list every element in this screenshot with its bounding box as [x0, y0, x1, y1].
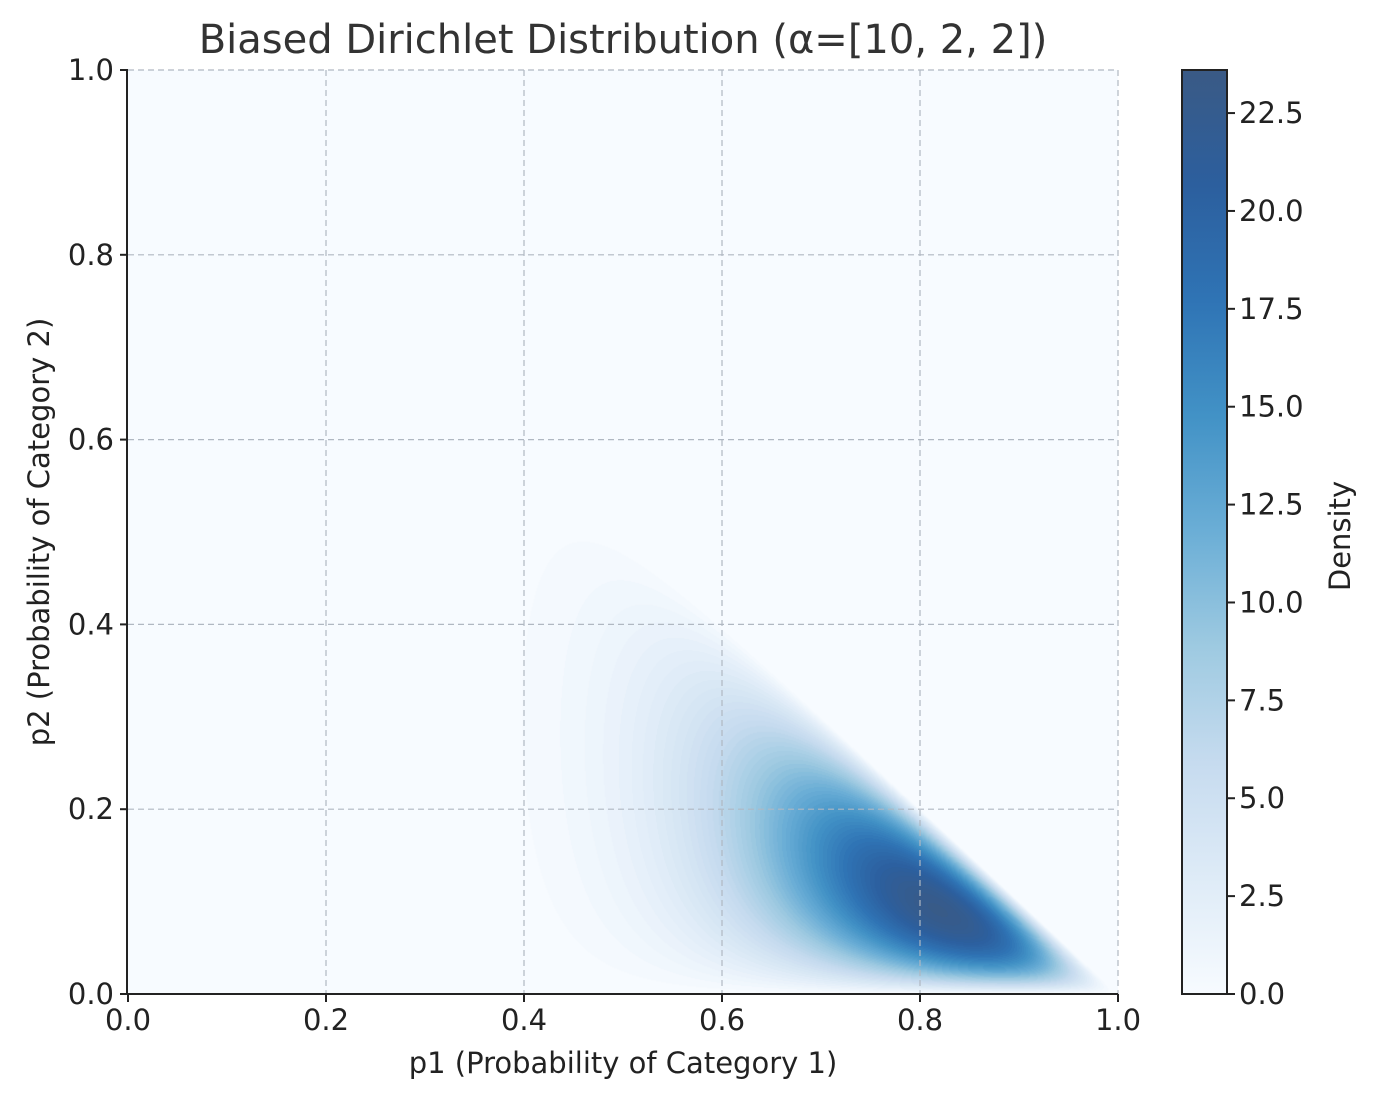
colorbar-tick-label: 5.0: [1239, 781, 1285, 815]
x-tick-label: 0.6: [699, 1003, 745, 1037]
x-tick-label: 0.8: [897, 1003, 943, 1037]
colorbar: [1181, 69, 1228, 995]
colorbar-tick-label: 22.5: [1239, 96, 1304, 130]
colorbar-tick-label: 10.0: [1239, 585, 1304, 619]
y-tick-label: 0.4: [68, 607, 114, 641]
colorbar-tick-label: 7.5: [1239, 683, 1285, 717]
y-tick-label: 0.8: [68, 238, 114, 272]
x-axis-ticks: 0.0 0.2 0.4 0.6 0.8 1.0: [105, 994, 1141, 1037]
y-axis-label: p2 (Probability of Category 2): [22, 318, 56, 747]
x-tick-label: 0.2: [303, 1003, 349, 1037]
colorbar-tick-label: 17.5: [1239, 292, 1304, 326]
y-axis-ticks: 0.0 0.2 0.4 0.6 0.8 1.0: [68, 53, 128, 1011]
x-axis-label: p1 (Probability of Category 1): [409, 1046, 838, 1080]
x-tick-label: 0.4: [501, 1003, 547, 1037]
chart-title: Biased Dirichlet Distribution (α=[10, 2,…: [199, 17, 1048, 63]
colorbar-tick-label: 12.5: [1239, 488, 1304, 522]
y-tick-label: 0.2: [68, 792, 114, 826]
colorbar-tick-label: 15.0: [1239, 390, 1304, 424]
y-tick-label: 0.0: [68, 977, 114, 1011]
y-tick-label: 0.6: [68, 423, 114, 457]
colorbar-label: Density: [1323, 481, 1357, 591]
density-contour-field: [128, 70, 1118, 994]
x-tick-label: 1.0: [1095, 1003, 1141, 1037]
y-tick-label: 1.0: [68, 53, 114, 87]
colorbar-tick-label: 20.0: [1239, 194, 1304, 228]
colorbar-tick-label: 0.0: [1239, 977, 1285, 1011]
x-tick-label: 0.0: [105, 1003, 151, 1037]
grid-lines: [128, 69, 1119, 994]
colorbar-tick-label: 2.5: [1239, 879, 1285, 913]
colorbar-ticks: 0.0 2.5 5.0 7.5 10.0 12.5 15.0 17.5 20.0 22.5: [1227, 96, 1304, 1011]
